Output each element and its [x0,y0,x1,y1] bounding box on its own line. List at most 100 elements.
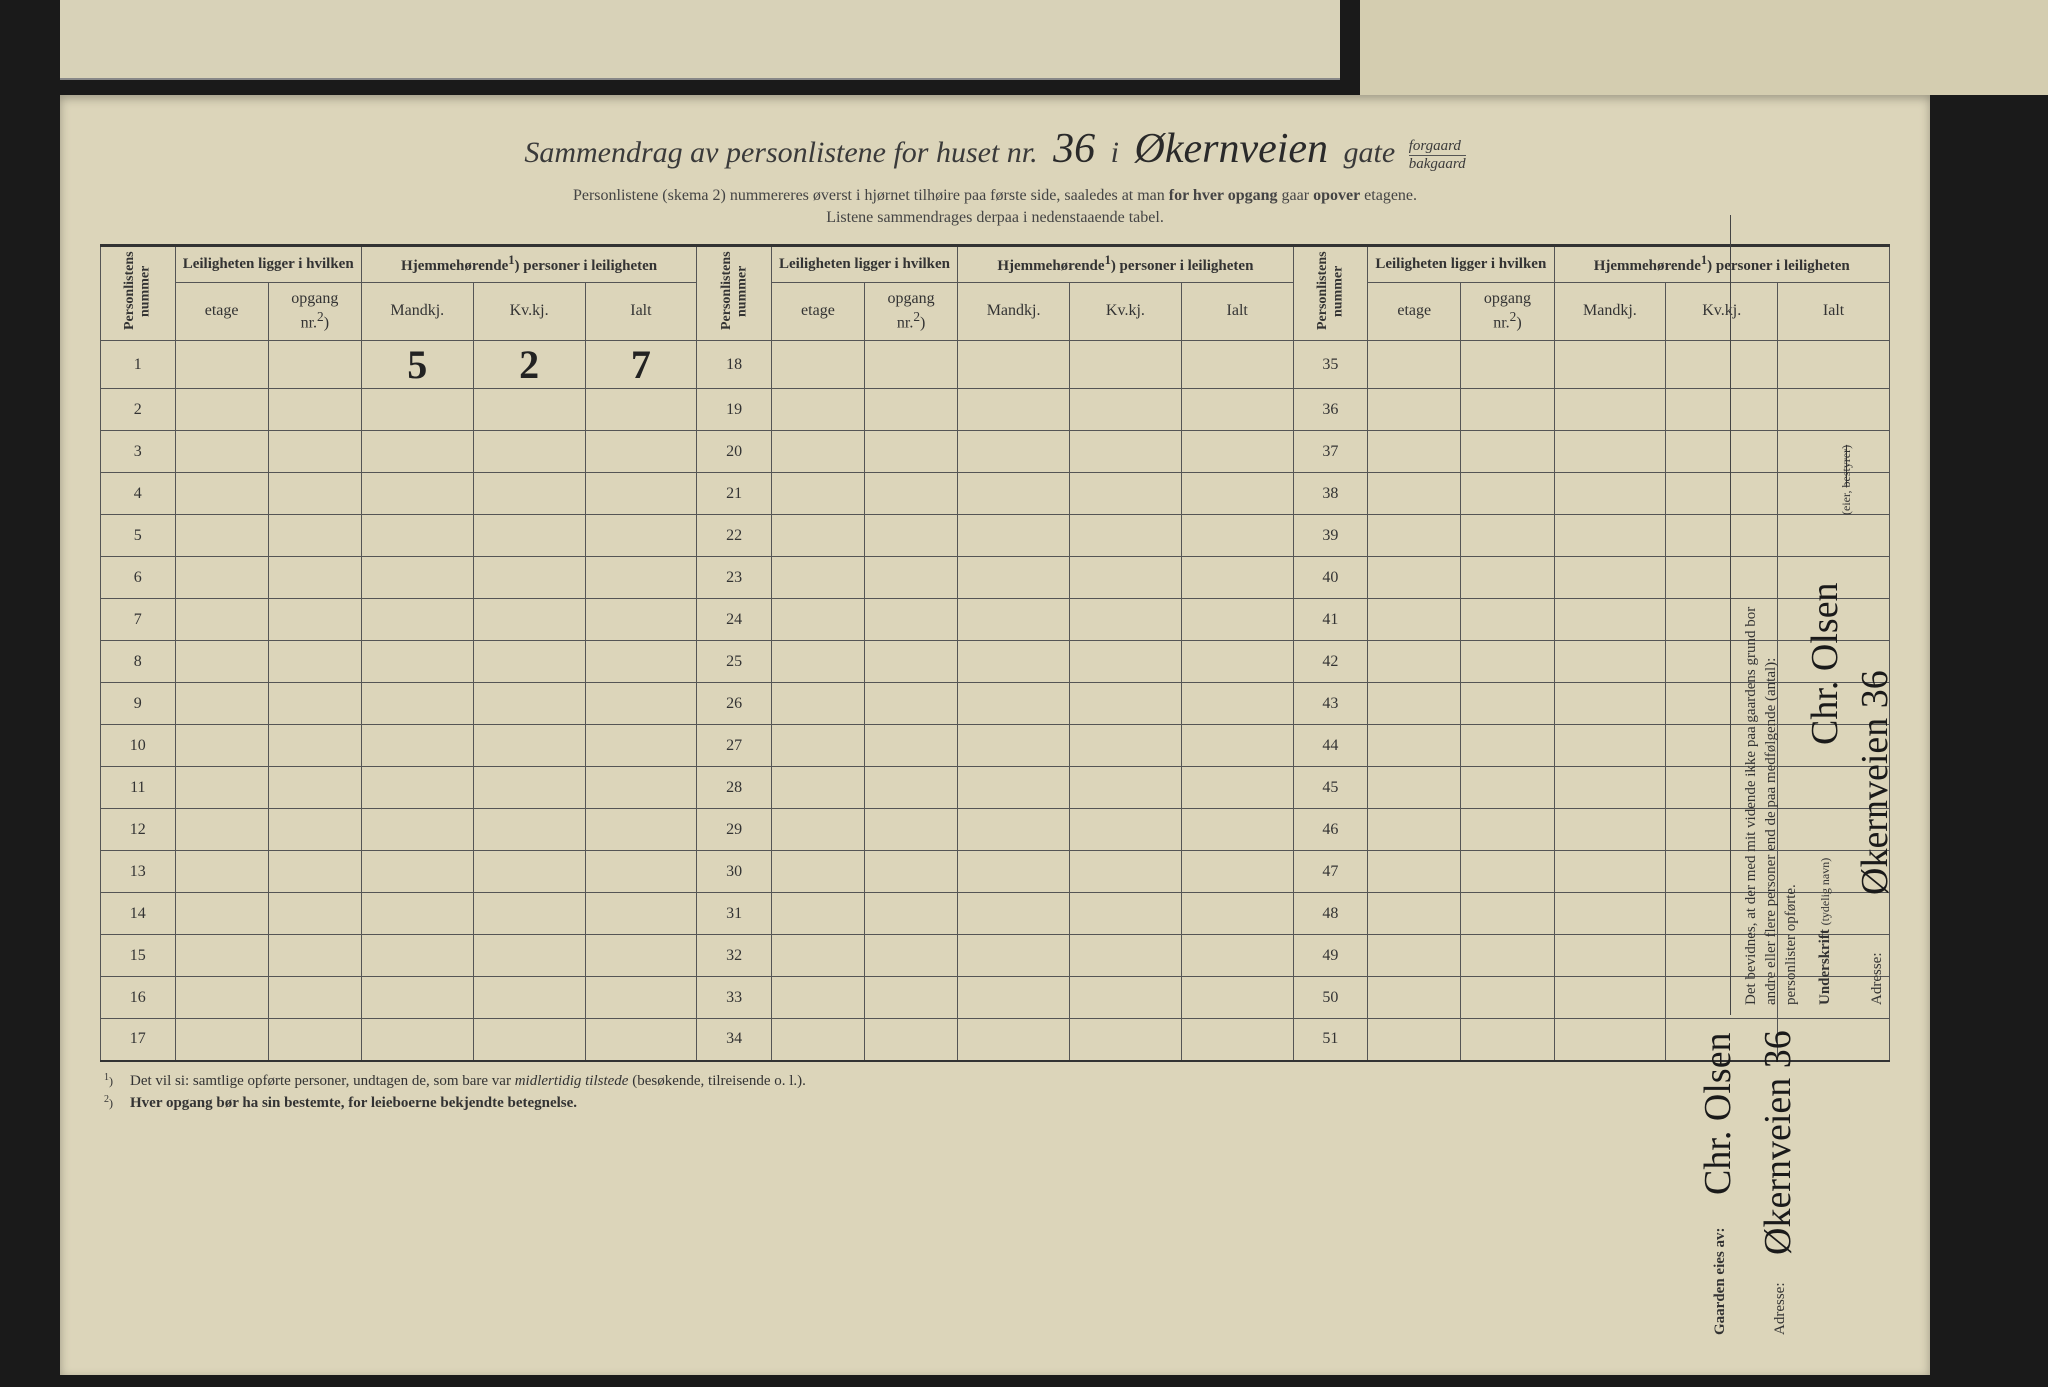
cell-etage [1368,809,1461,851]
cell-kvkj [473,389,585,431]
cell-opgang [865,683,958,725]
cell-ialt [1181,431,1293,473]
cell-ialt [1181,341,1293,389]
cell-etage [175,683,268,725]
cell-opgang [1461,515,1554,557]
document-page: Sammendrag av personlistene for huset nr… [60,95,1930,1375]
row-number: 16 [101,977,176,1019]
cell-kvkj [473,809,585,851]
cell-opgang [268,557,361,599]
cell-ialt [585,767,697,809]
cell-opgang [1461,473,1554,515]
row-number: 5 [101,515,176,557]
cell-mandkj [361,809,473,851]
cell-kvkj [1070,557,1182,599]
cell-kvkj [1070,809,1182,851]
cell-etage [771,851,864,893]
cell-ialt [1181,473,1293,515]
col-mandkj-1: Mandkj. [361,282,473,341]
row-number: 21 [697,473,772,515]
table-row: 163350 [101,977,1890,1019]
cell-etage [1368,683,1461,725]
cell-opgang [865,431,958,473]
title-prefix: Sammendrag av personlistene for huset nr… [524,136,1037,169]
cell-etage [771,935,864,977]
cell-kvkj [1070,725,1182,767]
cell-etage [175,1019,268,1061]
table-wrap: Personlistens nummer Leiligheten ligger … [100,244,1890,1062]
cell-kvkj [1070,683,1182,725]
row-number: 31 [697,893,772,935]
cell-etage [1368,893,1461,935]
row-number: 27 [697,725,772,767]
cell-etage [175,935,268,977]
cell-mandkj [1554,431,1666,473]
cell-ialt [1181,515,1293,557]
cell-ialt [1181,977,1293,1019]
row-number: 33 [697,977,772,1019]
cell-ialt [585,599,697,641]
col-personlistens-2: Personlistens nummer [697,245,772,340]
cell-etage [771,1019,864,1061]
table-row: 62340 [101,557,1890,599]
cell-ialt [1181,935,1293,977]
table-row: 32037 [101,431,1890,473]
cell-ialt [1181,1019,1293,1061]
table-row: 21936 [101,389,1890,431]
cell-mandkj [361,515,473,557]
fn2-num: 2) [104,1092,130,1115]
cell-etage [175,473,268,515]
cell-opgang [268,641,361,683]
cell-etage [771,725,864,767]
col-leilighet-3: Leiligheten ligger i hvilken [1368,245,1554,282]
cell-etage [175,341,268,389]
row-number: 23 [697,557,772,599]
cell-etage [175,893,268,935]
instr-1e: etagene. [1360,187,1417,204]
row-number: 32 [697,935,772,977]
fn1-num: 1) [104,1070,130,1093]
cell-ialt [1181,725,1293,767]
table-row: 42138 [101,473,1890,515]
cell-kvkj [473,431,585,473]
cell-opgang [865,557,958,599]
cell-etage [175,599,268,641]
cell-mandkj [1554,935,1666,977]
cell-kvkj [1070,893,1182,935]
row-number: 35 [1293,341,1368,389]
row-number: 43 [1293,683,1368,725]
col-etage-1: etage [175,282,268,341]
cell-etage [1368,725,1461,767]
cell-ialt [585,431,697,473]
cell-opgang [1461,599,1554,641]
table-row: 133047 [101,851,1890,893]
cell-ialt [1181,641,1293,683]
cell-ialt [585,557,697,599]
cell-kvkj [473,683,585,725]
cell-etage [1368,599,1461,641]
cell-opgang [1461,341,1554,389]
cell-etage [175,641,268,683]
cell-etage [175,557,268,599]
cell-ialt [585,725,697,767]
row-number: 44 [1293,725,1368,767]
row-number: 1 [101,341,176,389]
cell-mandkj [361,431,473,473]
cell-etage [1368,851,1461,893]
cell-mandkj [958,935,1070,977]
cell-kvkj: 2 [473,341,585,389]
cell-mandkj [1554,683,1666,725]
cell-ialt [585,515,697,557]
cell-mandkj [958,1019,1070,1061]
cell-mandkj [1554,809,1666,851]
cell-kvkj [1070,977,1182,1019]
row-number: 10 [101,725,176,767]
cell-mandkj [1554,341,1666,389]
row-number: 39 [1293,515,1368,557]
col-mandkj-2: Mandkj. [958,282,1070,341]
cell-opgang [865,725,958,767]
col-opgang-2: opgangnr.2) [865,282,958,341]
cell-mandkj [1554,515,1666,557]
cell-opgang [1461,431,1554,473]
cell-mandkj [1554,641,1666,683]
